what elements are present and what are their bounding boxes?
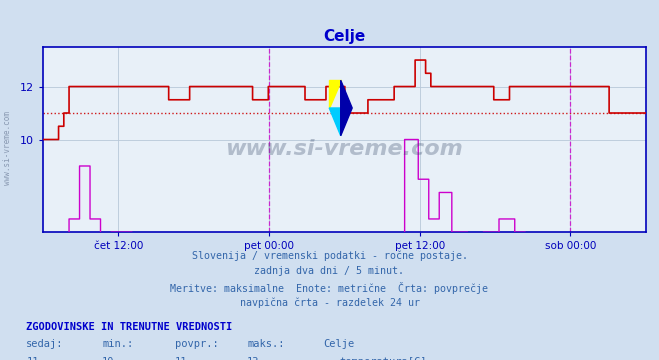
Text: Slovenija / vremenski podatki - ročne postaje.: Slovenija / vremenski podatki - ročne po… (192, 250, 467, 261)
Text: temperatura[C]: temperatura[C] (339, 357, 427, 360)
Text: ZGODOVINSKE IN TRENUTNE VREDNOSTI: ZGODOVINSKE IN TRENUTNE VREDNOSTI (26, 322, 233, 332)
Title: Celje: Celje (323, 29, 366, 44)
Text: www.si-vreme.com: www.si-vreme.com (3, 111, 12, 185)
Text: min.:: min.: (102, 339, 133, 350)
Text: povpr.:: povpr.: (175, 339, 218, 350)
Text: Celje: Celje (323, 339, 354, 350)
Text: 11: 11 (175, 357, 187, 360)
Polygon shape (330, 80, 341, 108)
Text: 10: 10 (102, 357, 115, 360)
Text: zadnja dva dni / 5 minut.: zadnja dva dni / 5 minut. (254, 266, 405, 276)
Text: www.si-vreme.com: www.si-vreme.com (225, 139, 463, 159)
Text: sedaj:: sedaj: (26, 339, 64, 350)
Text: navpična črta - razdelek 24 ur: navpična črta - razdelek 24 ur (239, 298, 420, 308)
Text: 13: 13 (247, 357, 260, 360)
Polygon shape (330, 108, 341, 136)
Text: 11: 11 (26, 357, 39, 360)
Text: Meritve: maksimalne  Enote: metrične  Črta: povprečje: Meritve: maksimalne Enote: metrične Črta… (171, 282, 488, 294)
Text: maks.:: maks.: (247, 339, 285, 350)
Polygon shape (341, 80, 352, 136)
